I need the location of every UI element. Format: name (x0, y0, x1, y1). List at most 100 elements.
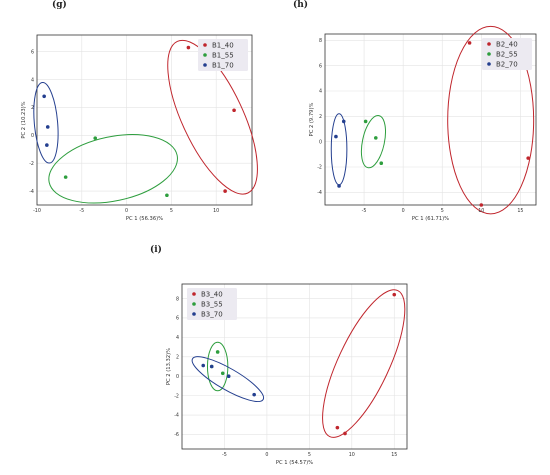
legend-marker-B3_70 (192, 312, 196, 316)
data-point-B2_40 (479, 203, 484, 207)
data-point-B3_40 (335, 425, 340, 430)
y-axis-label: PC 2 (10.23)% (21, 101, 27, 138)
y-tick-label: 2 (176, 354, 179, 360)
legend-marker-B3_55 (192, 302, 196, 306)
data-point-B1_55 (165, 193, 169, 198)
legend-marker-B1_40 (203, 43, 207, 47)
confidence-ellipse-B1_70 (33, 82, 59, 164)
x-tick-label: -10 (33, 208, 41, 214)
y-tick-label: 6 (176, 316, 179, 322)
data-point-B3_70 (226, 374, 231, 379)
data-point-B2_70 (337, 184, 341, 188)
data-point-B3_55 (215, 350, 220, 354)
x-tick-label: -5 (222, 452, 227, 458)
y-tick-label: 4 (176, 335, 179, 341)
confidence-ellipse-B1_55 (48, 134, 178, 204)
data-point-B2_40 (467, 41, 472, 45)
pca-chart-g: -10 -5 0 5 10 -4 -2 0 2 4 6 PC 1 (56.36)% PC 2 (10.2… (21, 34, 258, 222)
confidence-ellipse-B1_40 (167, 39, 258, 195)
y-tick-label: -2 (317, 165, 322, 171)
x-tick-label: 5 (170, 208, 173, 214)
legend-box (482, 38, 532, 70)
panel-letter-g: (g) (52, 0, 67, 10)
data-point-B1_70 (45, 143, 49, 147)
y-axis-label: PC 2 (9.79)% (309, 102, 315, 136)
legend-label: B2_70 (496, 60, 518, 68)
legend-marker-B2_40 (487, 42, 491, 46)
x-axis-label: PC 1 (61.71)% (412, 216, 449, 222)
data-point-B1_55 (63, 175, 68, 179)
panel-letter-i: (i) (150, 245, 162, 255)
y-tick-label: 8 (176, 296, 179, 302)
data-point-B3_70 (209, 364, 214, 369)
x-tick-label: 10 (213, 208, 219, 214)
y-tick-label: 2 (319, 114, 322, 120)
x-tick-label: 0 (265, 452, 268, 458)
pca-chart-h: -5 0 5 10 15 -4 -2 0 2 4 6 8 PC 1 (61.71)% PC 2 (9.79… (309, 25, 537, 222)
data-point-B2_70 (341, 119, 346, 124)
legend-label: B2_40 (496, 40, 518, 48)
y-tick-label: 0 (319, 139, 322, 145)
y-tick-label: -4 (174, 413, 179, 419)
plot-frame (36, 34, 253, 206)
y-axis-label: PC 2 (13.32)% (166, 348, 172, 385)
y-tick-label: 6 (31, 49, 34, 55)
data-point-B2_55 (379, 161, 384, 165)
x-tick-label: -5 (362, 208, 367, 214)
legend-label: B2_55 (496, 50, 518, 58)
legend-marker-B2_55 (487, 52, 491, 56)
confidence-ellipse-B3_70 (191, 356, 265, 402)
x-tick-label: 5 (441, 208, 444, 214)
panel-letter-h: (h) (293, 0, 309, 10)
legend-label: B1_55 (212, 51, 234, 59)
legend-box (187, 288, 237, 320)
legend-marker-B1_70 (203, 63, 207, 67)
data-point-B3_40 (392, 292, 397, 297)
data-point-B2_55 (363, 119, 368, 124)
x-tick-label: 15 (517, 208, 523, 214)
data-point-B1_70 (45, 125, 50, 129)
x-tick-label: 10 (478, 208, 484, 214)
legend-marker-B3_40 (192, 292, 196, 296)
data-point-B1_40 (186, 45, 191, 50)
x-tick-label: 0 (402, 208, 405, 214)
y-tick-label: 2 (31, 105, 34, 111)
y-tick-label: 8 (319, 38, 322, 44)
data-point-B3_70 (252, 392, 256, 397)
data-point-B3_40 (343, 431, 347, 436)
x-tick-label: -5 (79, 208, 84, 214)
legend-label: B3_55 (201, 300, 223, 308)
legend-marker-B1_55 (203, 53, 207, 57)
y-tick-label: 4 (319, 89, 322, 95)
data-point-B1_40 (223, 189, 227, 193)
y-tick-label: -2 (29, 161, 34, 167)
legend-label: B1_70 (212, 61, 234, 69)
data-point-B2_70 (334, 134, 338, 139)
y-tick-label: 0 (176, 374, 179, 380)
legend-box (198, 39, 248, 71)
confidence-ellipse-B3_40 (322, 289, 406, 438)
y-tick-label: -2 (174, 393, 179, 399)
y-tick-label: 0 (31, 133, 34, 139)
x-axis-label: PC 1 (54.57)% (276, 460, 313, 466)
data-point-B1_40 (232, 108, 236, 113)
x-tick-label: 5 (308, 452, 311, 458)
confidence-ellipse-B2_55 (360, 115, 386, 169)
y-tick-label: 4 (31, 77, 34, 83)
data-point-B2_55 (373, 136, 378, 140)
legend-label: B1_40 (212, 41, 234, 49)
y-tick-label: 6 (319, 63, 322, 69)
x-tick-label: 0 (125, 208, 128, 214)
x-tick-label: 10 (349, 452, 355, 458)
plot-frame (181, 283, 408, 450)
data-point-B3_55 (220, 371, 225, 376)
data-point-B2_40 (526, 156, 530, 160)
pca-chart-i: -5 0 5 10 15 -6 -4 -2 0 2 4 6 8 PC 1 (54.57)% PC 2 (13… (166, 283, 408, 466)
y-tick-label: -4 (29, 189, 34, 195)
plot-frame (324, 33, 537, 206)
y-tick-label: -4 (317, 190, 322, 196)
data-point-B1_70 (42, 94, 46, 99)
x-tick-label: 15 (391, 452, 397, 458)
y-tick-label: -6 (174, 432, 179, 438)
x-axis-label: PC 1 (56.36)% (126, 216, 163, 222)
